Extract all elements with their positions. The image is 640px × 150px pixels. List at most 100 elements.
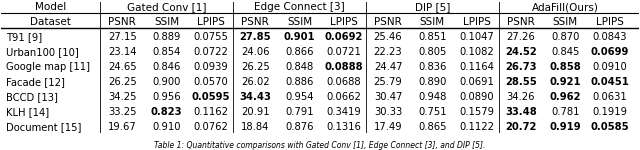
Text: 27.15: 27.15 [108,32,137,42]
Text: 24.47: 24.47 [374,62,403,72]
Text: 0.0699: 0.0699 [590,47,628,57]
Text: 26.25: 26.25 [108,77,137,87]
Text: 0.1316: 0.1316 [326,122,361,132]
Text: 0.854: 0.854 [152,47,180,57]
Text: 0.954: 0.954 [285,92,314,102]
Text: 0.858: 0.858 [549,62,581,72]
Text: 0.0688: 0.0688 [326,77,361,87]
Text: 0.851: 0.851 [418,32,447,42]
Text: 24.52: 24.52 [505,47,537,57]
Text: 0.901: 0.901 [284,32,316,42]
Text: LPIPS: LPIPS [463,17,490,27]
Text: 0.0662: 0.0662 [326,92,361,102]
Text: PSNR: PSNR [374,17,402,27]
Text: 33.25: 33.25 [108,107,136,117]
Text: 0.836: 0.836 [418,62,447,72]
Text: 34.26: 34.26 [507,92,535,102]
Text: 0.0755: 0.0755 [193,32,228,42]
Text: 0.823: 0.823 [151,107,182,117]
Text: 0.962: 0.962 [549,92,581,102]
Text: 0.866: 0.866 [285,47,314,57]
Text: 0.0691: 0.0691 [459,77,494,87]
Text: 0.0570: 0.0570 [193,77,228,87]
Text: 26.25: 26.25 [241,62,269,72]
Text: 0.865: 0.865 [418,122,447,132]
Text: 0.1162: 0.1162 [193,107,228,117]
Text: BCCD [13]: BCCD [13] [6,92,58,102]
Text: 0.0595: 0.0595 [191,92,230,102]
Text: 0.1919: 0.1919 [592,107,627,117]
Text: 24.65: 24.65 [108,62,136,72]
Text: SSIM: SSIM [287,17,312,27]
Text: KLH [14]: KLH [14] [6,107,50,117]
Text: 0.876: 0.876 [285,122,314,132]
Text: 0.0890: 0.0890 [460,92,494,102]
Text: 0.1579: 0.1579 [459,107,494,117]
Text: 25.79: 25.79 [374,77,403,87]
Text: Document [15]: Document [15] [6,122,82,132]
Text: 0.0692: 0.0692 [324,32,363,42]
Text: 23.14: 23.14 [108,47,136,57]
Text: 0.956: 0.956 [152,92,181,102]
Text: 0.0631: 0.0631 [592,92,627,102]
Text: 0.910: 0.910 [152,122,181,132]
Text: 0.1164: 0.1164 [459,62,494,72]
Text: 0.751: 0.751 [418,107,447,117]
Text: 0.870: 0.870 [551,32,579,42]
Text: 34.25: 34.25 [108,92,136,102]
Text: 0.921: 0.921 [549,77,581,87]
Text: Edge Connect [3]: Edge Connect [3] [254,2,345,12]
Text: LPIPS: LPIPS [596,17,623,27]
Text: 0.0843: 0.0843 [592,32,627,42]
Text: 30.47: 30.47 [374,92,402,102]
Text: 18.84: 18.84 [241,122,269,132]
Text: 27.26: 27.26 [506,32,535,42]
Text: T91 [9]: T91 [9] [6,32,43,42]
Text: Table 1: Quantitative comparisons with Gated Conv [1], Edge Connect [3], and DIP: Table 1: Quantitative comparisons with G… [154,141,486,150]
Text: 20.91: 20.91 [241,107,269,117]
Text: 26.02: 26.02 [241,77,269,87]
Text: PSNR: PSNR [108,17,136,27]
Text: 0.1122: 0.1122 [459,122,494,132]
Text: 0.781: 0.781 [551,107,579,117]
Text: Google map [11]: Google map [11] [6,62,90,72]
Text: 0.1047: 0.1047 [460,32,494,42]
Text: SSIM: SSIM [420,17,445,27]
Text: Urban100 [10]: Urban100 [10] [6,47,79,57]
Text: 25.46: 25.46 [374,32,403,42]
Text: 0.0910: 0.0910 [592,62,627,72]
Text: LPIPS: LPIPS [197,17,225,27]
Text: 24.06: 24.06 [241,47,269,57]
Text: 0.0721: 0.0721 [326,47,361,57]
Text: 0.890: 0.890 [418,77,447,87]
Text: AdaFill(Ours): AdaFill(Ours) [532,2,598,12]
Text: 28.55: 28.55 [505,77,537,87]
Text: 0.791: 0.791 [285,107,314,117]
Text: 0.1082: 0.1082 [460,47,494,57]
Text: 0.948: 0.948 [418,92,447,102]
Text: Dataset: Dataset [30,17,71,27]
Text: SSIM: SSIM [154,17,179,27]
Text: 0.0762: 0.0762 [193,122,228,132]
Text: 0.889: 0.889 [152,32,180,42]
Text: 33.48: 33.48 [505,107,537,117]
Text: 20.72: 20.72 [505,122,536,132]
Text: 0.0585: 0.0585 [590,122,628,132]
Text: 0.3419: 0.3419 [326,107,361,117]
Text: 19.67: 19.67 [108,122,137,132]
Text: 0.0939: 0.0939 [193,62,228,72]
Text: 17.49: 17.49 [374,122,403,132]
Text: DIP [5]: DIP [5] [415,2,450,12]
Text: PSNR: PSNR [241,17,269,27]
Text: 26.73: 26.73 [505,62,536,72]
Text: 0.848: 0.848 [285,62,314,72]
Text: 0.886: 0.886 [285,77,314,87]
Text: 0.805: 0.805 [418,47,447,57]
Text: SSIM: SSIM [552,17,578,27]
Text: 0.0888: 0.0888 [324,62,363,72]
Text: LPIPS: LPIPS [330,17,358,27]
Text: 0.0451: 0.0451 [590,77,629,87]
Text: 0.846: 0.846 [152,62,180,72]
Text: 22.23: 22.23 [374,47,403,57]
Text: 0.919: 0.919 [549,122,581,132]
